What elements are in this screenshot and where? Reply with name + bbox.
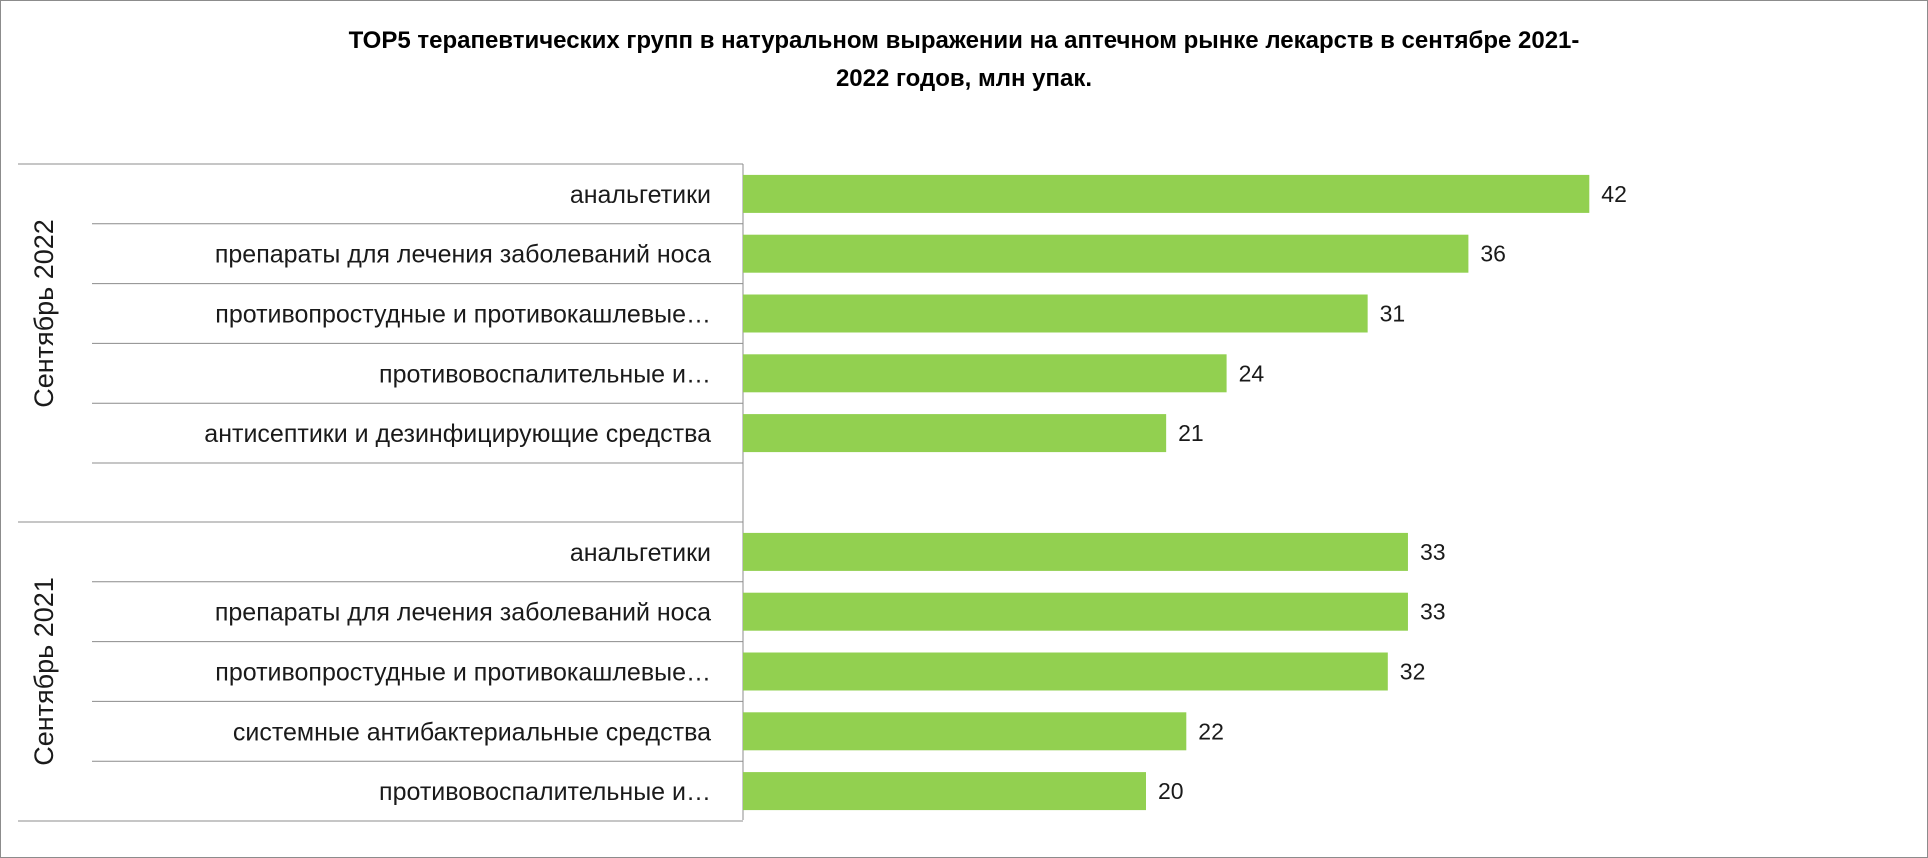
bar xyxy=(743,234,1469,273)
bar xyxy=(743,772,1146,811)
category-label: препараты для лечения заболеваний носа xyxy=(215,599,711,627)
category-label: системные антибактериальные средства xyxy=(233,718,711,746)
category-label: антисептики и дезинфицирующие средства xyxy=(204,420,711,448)
value-label: 36 xyxy=(1480,241,1506,267)
bar xyxy=(743,294,1368,333)
bar xyxy=(743,592,1408,631)
category-label: анальгетики xyxy=(570,539,711,567)
chart-title-line-1: ТОР5 терапевтических групп в натуральном… xyxy=(348,27,1580,54)
category-label: противопростудные и противокашлевые… xyxy=(215,659,711,687)
value-label: 22 xyxy=(1198,718,1224,744)
value-label: 20 xyxy=(1158,778,1184,804)
value-label: 21 xyxy=(1178,420,1204,446)
category-label: препараты для лечения заболеваний носа xyxy=(215,241,711,269)
value-label: 32 xyxy=(1400,659,1426,685)
bar xyxy=(743,532,1408,571)
category-label: противовоспалительные и… xyxy=(379,360,711,388)
bar xyxy=(743,652,1388,691)
bar xyxy=(743,414,1167,453)
group-label: Сентябрь 2022 xyxy=(29,219,59,408)
bar xyxy=(743,174,1590,213)
chart-title-line-2: 2022 годов, млн упак. xyxy=(835,65,1093,92)
category-label: противопростудные и противокашлевые… xyxy=(215,301,711,329)
category-label: противовоспалительные и… xyxy=(379,778,711,806)
value-label: 33 xyxy=(1420,599,1446,625)
group-label: Сентябрь 2021 xyxy=(29,577,59,766)
bar xyxy=(743,354,1227,393)
category-label: анальгетики xyxy=(570,181,711,209)
value-label: 33 xyxy=(1420,539,1446,565)
bar xyxy=(743,712,1187,751)
value-label: 42 xyxy=(1601,181,1627,207)
chart-title: ТОР5 терапевтических групп в натуральном… xyxy=(0,22,1928,98)
value-label: 31 xyxy=(1380,301,1406,327)
value-label: 24 xyxy=(1239,360,1265,386)
